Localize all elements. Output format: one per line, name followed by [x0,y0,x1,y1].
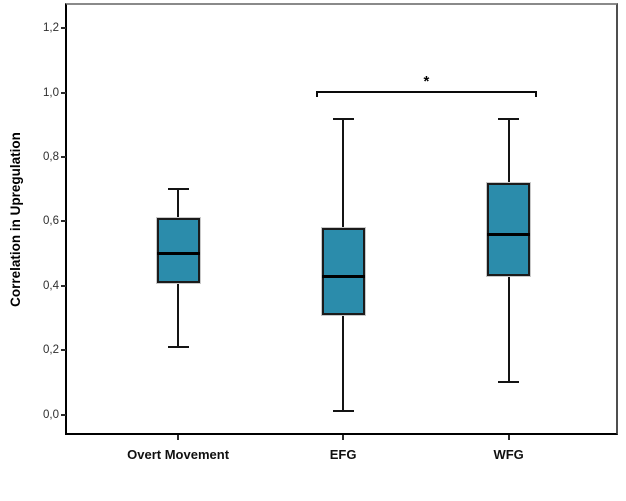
y-axis-tick-label: 0,6 [43,215,59,228]
median-line [321,274,365,278]
y-axis-tick-label: 1,0 [43,86,59,99]
y-axis-tick [61,413,66,416]
y-axis-tick-label: 0,4 [43,279,59,292]
x-axis-tick [507,435,510,440]
y-axis-tick-label: 1,2 [43,22,59,35]
upper-whisker [342,118,345,228]
x-axis-tick [177,435,180,440]
upper-whisker-cap [498,117,520,120]
lower-whisker-cap [332,410,354,413]
median-line [156,252,200,256]
y-axis-tick-label: 0,0 [43,408,59,421]
x-axis-category-label-wfg: WFG [493,447,524,462]
y-axis-tick [61,349,66,352]
significance-bracket-left-end [315,91,318,98]
x-axis-tick [342,435,345,440]
lower-whisker-cap [167,345,189,348]
upper-whisker [507,118,510,183]
y-axis-tick [61,91,66,94]
iqr-box [321,227,365,315]
median-line [487,232,531,236]
y-axis-tick [61,156,66,159]
y-axis-tick [61,27,66,30]
upper-whisker-cap [167,188,189,191]
x-axis-category-label-efg: EFG [329,447,357,462]
significance-asterisk: * [423,73,430,91]
y-axis-title: Correlation in Upregulation [8,132,23,307]
y-axis-tick [61,284,66,287]
lower-whisker [177,282,180,347]
iqr-box [487,182,531,277]
significance-bracket-line [315,91,538,94]
lower-whisker-cap [498,381,520,384]
iqr-box [156,218,200,283]
y-axis-tick-label: 0,8 [43,151,59,164]
lower-whisker [342,314,345,412]
y-axis-tick-label: 0,2 [43,344,59,357]
upper-whisker [177,189,180,219]
lower-whisker [507,276,510,383]
y-axis-tick [61,220,66,223]
upper-whisker-cap [332,117,354,120]
x-axis-category-label-overt-movement: Overt Movement [127,447,230,462]
significance-bracket-right-end [535,91,538,98]
